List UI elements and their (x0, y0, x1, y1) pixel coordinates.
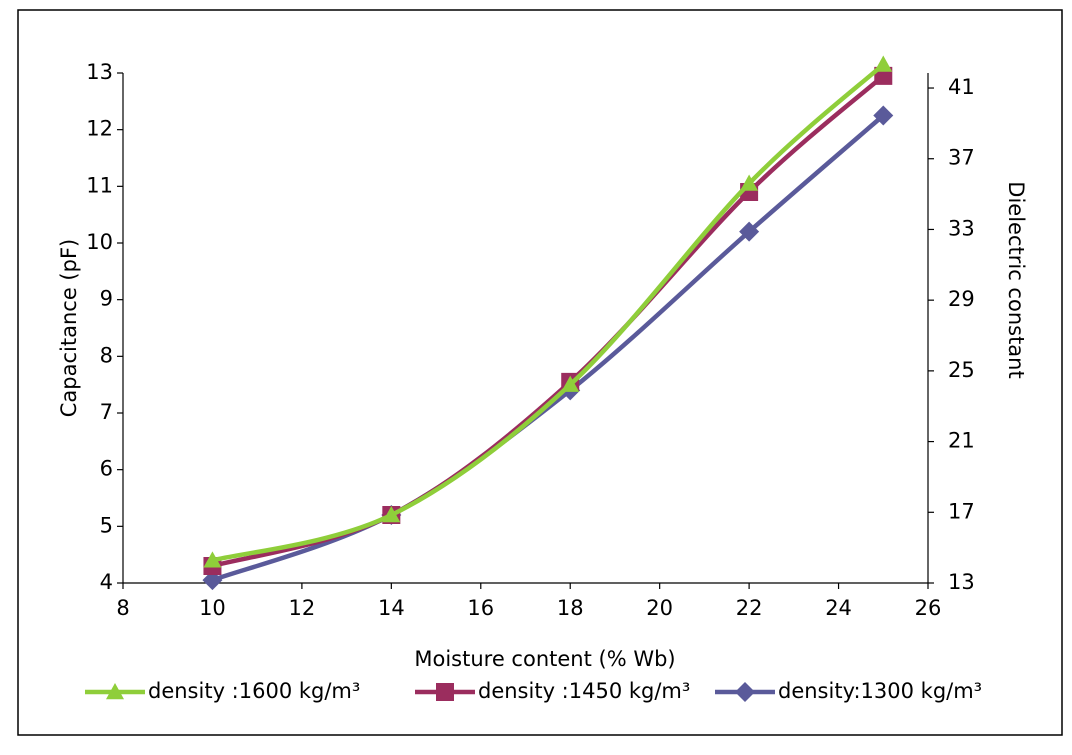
y2-tick-label: 17 (948, 499, 975, 523)
y2-tick-label: 25 (948, 358, 975, 382)
y-tick-label: 12 (86, 117, 113, 141)
y2-tick-label: 33 (948, 216, 975, 240)
y2-tick-label: 37 (948, 146, 975, 170)
y2-tick-label: 41 (948, 75, 975, 99)
marker (739, 221, 760, 242)
y-tick-label: 9 (100, 287, 113, 311)
x-tick-label: 8 (116, 596, 129, 620)
y-axis-label: Capacitance (pF) (57, 239, 81, 417)
x-tick-label: 22 (736, 596, 763, 620)
x-tick-label: 24 (825, 596, 852, 620)
legend-entry: density :1600 kg/m³ (85, 679, 360, 703)
y-tick-label: 11 (86, 173, 113, 197)
legend-entry: density :1450 kg/m³ (415, 679, 690, 703)
y2-axis-label: Dielectric constant (1004, 181, 1028, 378)
x-tick-label: 16 (467, 596, 494, 620)
legend-label: density:1300 kg/m³ (778, 679, 982, 703)
y2-tick-label: 21 (948, 429, 975, 453)
y-tick-label: 7 (100, 400, 113, 424)
x-axis-label: Moisture content (% Wb) (414, 647, 675, 671)
y-tick-label: 5 (100, 513, 113, 537)
marker (874, 55, 893, 72)
marker (735, 682, 755, 702)
x-tick-label: 12 (289, 596, 316, 620)
marker (561, 375, 580, 392)
x-tick-label: 18 (557, 596, 584, 620)
y-tick-label: 10 (86, 230, 113, 254)
legend-label: density :1450 kg/m³ (478, 679, 690, 703)
y-tick-label: 6 (100, 457, 113, 481)
marker (106, 683, 124, 700)
y-tick-label: 8 (100, 343, 113, 367)
legend-entry: density:1300 kg/m³ (715, 679, 982, 703)
marker (873, 105, 894, 126)
y-tick-label: 13 (86, 60, 113, 84)
x-tick-label: 20 (646, 596, 673, 620)
x-tick-label: 10 (199, 596, 226, 620)
marker (202, 570, 223, 591)
marker (740, 174, 759, 191)
legend-label: density :1600 kg/m³ (148, 679, 360, 703)
marker (382, 506, 401, 523)
y2-tick-label: 13 (948, 570, 975, 594)
x-tick-label: 26 (915, 596, 942, 620)
marker (436, 683, 454, 701)
x-tick-label: 14 (378, 596, 405, 620)
y2-tick-label: 29 (948, 287, 975, 311)
marker (203, 551, 222, 568)
chart-frame (17, 9, 1063, 736)
y-tick-label: 4 (100, 570, 113, 594)
